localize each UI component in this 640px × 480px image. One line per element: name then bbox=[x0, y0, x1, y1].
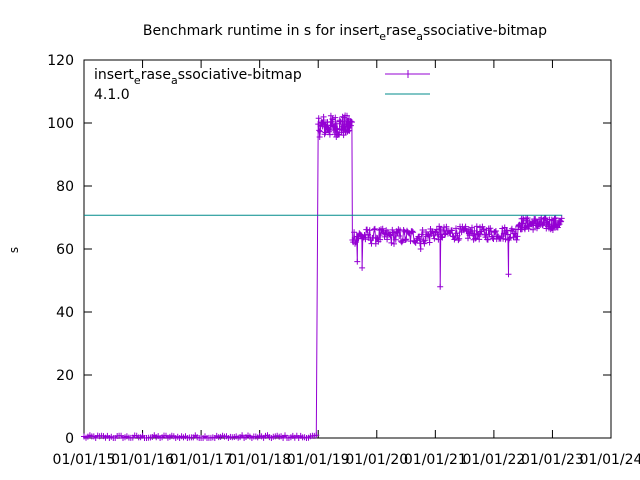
x-tick-label: 01/01/21 bbox=[404, 452, 467, 468]
series-markers-1 bbox=[81, 112, 565, 441]
y-tick-label: 40 bbox=[56, 305, 74, 321]
legend-label-series-1: inserteraseassociative-bitmap bbox=[94, 67, 302, 87]
y-axis-label: s bbox=[7, 247, 21, 253]
y-tick-label: 60 bbox=[56, 242, 74, 258]
x-tick-label: 01/01/16 bbox=[111, 452, 174, 468]
x-tick-label: 01/01/22 bbox=[462, 452, 525, 468]
x-tick-label: 01/01/19 bbox=[287, 452, 350, 468]
legend: inserteraseassociative-bitmap 4.1.0 bbox=[94, 67, 430, 103]
x-tick-label: 01/01/17 bbox=[170, 452, 233, 468]
y-tick-label: 100 bbox=[47, 116, 74, 132]
legend-label-series-2: 4.1.0 bbox=[94, 87, 130, 103]
chart-title: Benchmark runtime in s for inserteraseas… bbox=[143, 23, 547, 43]
y-axis-ticks: 0 20 40 60 80 100 120 bbox=[47, 53, 611, 447]
x-tick-label: 01/01/18 bbox=[228, 452, 291, 468]
y-tick-label: 80 bbox=[56, 179, 74, 195]
y-tick-label: 20 bbox=[56, 368, 74, 384]
x-tick-label: 01/01/15 bbox=[53, 452, 116, 468]
series-line-1 bbox=[83, 115, 563, 439]
series-lines bbox=[81, 112, 565, 441]
y-tick-label: 0 bbox=[65, 431, 74, 447]
x-tick-label: 01/01/20 bbox=[345, 452, 408, 468]
x-tick-label: 01/01/23 bbox=[521, 452, 584, 468]
y-tick-label: 120 bbox=[47, 53, 74, 69]
legend-marker-series-1 bbox=[404, 70, 412, 78]
x-tick-label: 01/01/24 bbox=[580, 452, 640, 468]
